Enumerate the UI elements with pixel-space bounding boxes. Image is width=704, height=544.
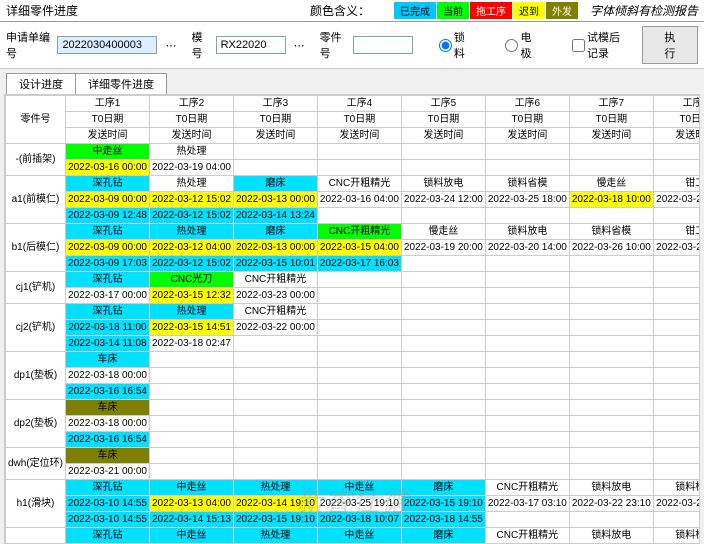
toolbar: 申请单编号 ⋯ 模号 ⋯ 零件号 锁料 电极 试模后记录 执行	[0, 22, 704, 69]
tabs: 设计进度详细零件进度	[0, 69, 704, 94]
part-input[interactable]	[353, 36, 413, 54]
radio-electrode[interactable]: 电极	[505, 29, 536, 61]
grid[interactable]: 零件号工序1工序2工序3工序4工序5工序6工序7工序8T0日期T0日期T0日期T…	[4, 94, 700, 544]
tab[interactable]: 详细零件进度	[75, 73, 167, 94]
titlebar: 详细零件进度 颜色含义： 已完成当前拖工序迟到外发 字体倾斜有检测报告	[0, 0, 704, 22]
legend-note: 字体倾斜有检测报告	[590, 2, 698, 19]
tab[interactable]: 设计进度	[6, 73, 76, 94]
legend-label: 颜色含义：	[310, 2, 370, 19]
req-input[interactable]	[57, 36, 157, 54]
part-label: 零件号	[320, 29, 347, 61]
mold-input[interactable]	[216, 36, 286, 54]
req-browse[interactable]: ⋯	[163, 39, 177, 52]
execute-button[interactable]: 执行	[642, 26, 698, 64]
legend-item: 拖工序	[470, 2, 512, 19]
legend-item: 外发	[546, 2, 578, 19]
window-title: 详细零件进度	[6, 2, 78, 19]
legend: 已完成当前拖工序迟到外发	[394, 2, 578, 19]
chk-trial[interactable]: 试模后记录	[572, 29, 630, 61]
mold-browse[interactable]: ⋯	[292, 39, 306, 52]
mold-label: 模号	[191, 29, 209, 61]
legend-item: 迟到	[513, 2, 545, 19]
legend-item: 当前	[437, 2, 469, 19]
legend-item: 已完成	[394, 2, 436, 19]
req-label: 申请单编号	[6, 29, 51, 61]
radio-material[interactable]: 锁料	[439, 29, 470, 61]
